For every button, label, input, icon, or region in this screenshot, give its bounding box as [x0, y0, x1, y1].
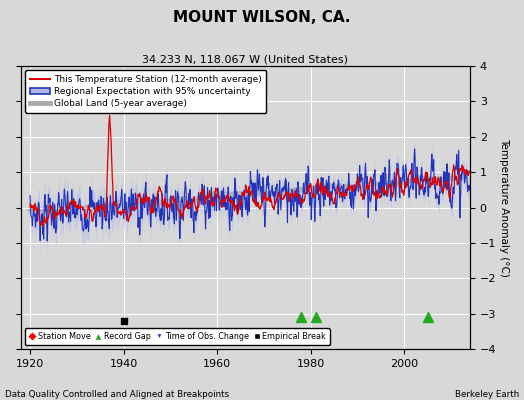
Text: Berkeley Earth: Berkeley Earth: [454, 390, 519, 399]
Text: Data Quality Controlled and Aligned at Breakpoints: Data Quality Controlled and Aligned at B…: [5, 390, 230, 399]
Title: 34.233 N, 118.067 W (United States): 34.233 N, 118.067 W (United States): [143, 55, 348, 65]
Legend: Station Move, Record Gap, Time of Obs. Change, Empirical Break: Station Move, Record Gap, Time of Obs. C…: [25, 328, 330, 345]
Y-axis label: Temperature Anomaly (°C): Temperature Anomaly (°C): [499, 138, 509, 277]
Text: MOUNT WILSON, CA.: MOUNT WILSON, CA.: [173, 10, 351, 25]
